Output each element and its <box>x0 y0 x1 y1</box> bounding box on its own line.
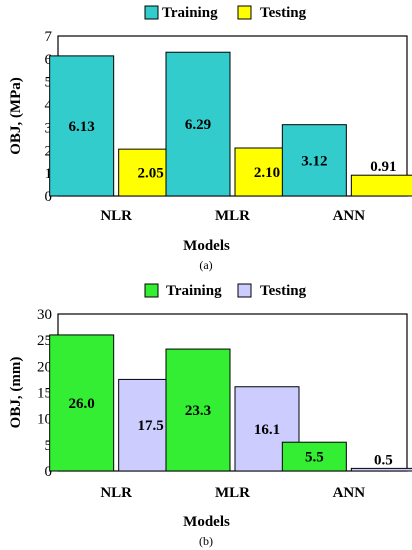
bar-value-label: 6.13 <box>69 119 95 135</box>
legend-swatch-training <box>144 5 159 20</box>
bar-value-label: 0.5 <box>374 452 393 468</box>
legend-label-testing: Testing <box>260 5 307 21</box>
bar-testing-ann <box>350 467 412 472</box>
legend-label-training: Training <box>166 283 222 299</box>
legend-swatch-training <box>144 283 159 298</box>
y-tick-label: 4 <box>45 98 53 114</box>
panel-caption: (b) <box>199 534 213 548</box>
legend-label-testing: Testing <box>260 283 307 299</box>
y-tick-label: 15 <box>37 386 52 402</box>
bar-testing-ann <box>350 174 412 197</box>
x-category-label: ANN <box>333 485 366 501</box>
y-tick-label: 20 <box>37 359 52 375</box>
y-tick-label: 2 <box>45 143 53 159</box>
bar-training-nlr <box>49 55 115 197</box>
bar-training-ann <box>281 124 347 197</box>
x-axis-title: Models <box>183 514 230 530</box>
bar-value-label: 5.5 <box>305 450 324 466</box>
x-axis-title: Models <box>183 238 230 254</box>
bar-value-label: 16.1 <box>254 422 280 438</box>
y-axis-title: OBJ, (MPa) <box>8 77 24 154</box>
legend-swatch-testing <box>237 5 252 20</box>
x-category-label: ANN <box>333 208 366 224</box>
y-tick-label: 10 <box>37 412 52 428</box>
x-category-label: NLR <box>100 208 132 224</box>
legend-label-training: Training <box>162 5 218 21</box>
y-tick-label: 0 <box>45 464 53 480</box>
y-tick-label: 3 <box>45 120 53 136</box>
y-tick-label: 7 <box>45 29 53 45</box>
y-tick-label: 5 <box>45 438 53 454</box>
y-axis-title: OBJ, (mm) <box>8 357 24 429</box>
y-tick-label: 6 <box>45 52 53 68</box>
bar-value-label: 23.3 <box>185 403 211 419</box>
bar-value-label: 0.91 <box>370 159 396 175</box>
bar-training-nlr <box>49 334 115 472</box>
bar-training-ann <box>281 441 347 472</box>
bar-value-label: 3.12 <box>301 153 327 169</box>
bar-value-label: 2.10 <box>254 165 280 181</box>
y-tick-label: 1 <box>45 166 53 182</box>
y-tick-label: 25 <box>37 333 52 349</box>
y-tick-label: 0 <box>45 189 53 205</box>
panel-caption: (a) <box>199 258 212 272</box>
y-tick-label: 5 <box>45 75 53 91</box>
bar-value-label: 6.29 <box>185 117 211 133</box>
bar-value-label: 17.5 <box>138 418 164 434</box>
chart-panel-a: Training Testing 0 1 2 3 4 5 6 7 OBJ, (MPa) NLR 6.13… <box>8 5 412 272</box>
bar-training-mlr <box>165 51 231 197</box>
y-tick-label: 30 <box>37 307 52 323</box>
chart-panel-b: Training Testing 0 5 10 15 20 25 30 OBJ, (mm) NLR 2… <box>8 283 412 548</box>
x-category-label: MLR <box>215 208 250 224</box>
bar-training-mlr <box>165 348 231 472</box>
bar-value-label: 26.0 <box>69 396 95 412</box>
x-category-label: MLR <box>215 485 250 501</box>
x-category-label: NLR <box>100 485 132 501</box>
bar-value-label: 2.05 <box>138 166 164 182</box>
legend-swatch-testing <box>237 283 252 298</box>
